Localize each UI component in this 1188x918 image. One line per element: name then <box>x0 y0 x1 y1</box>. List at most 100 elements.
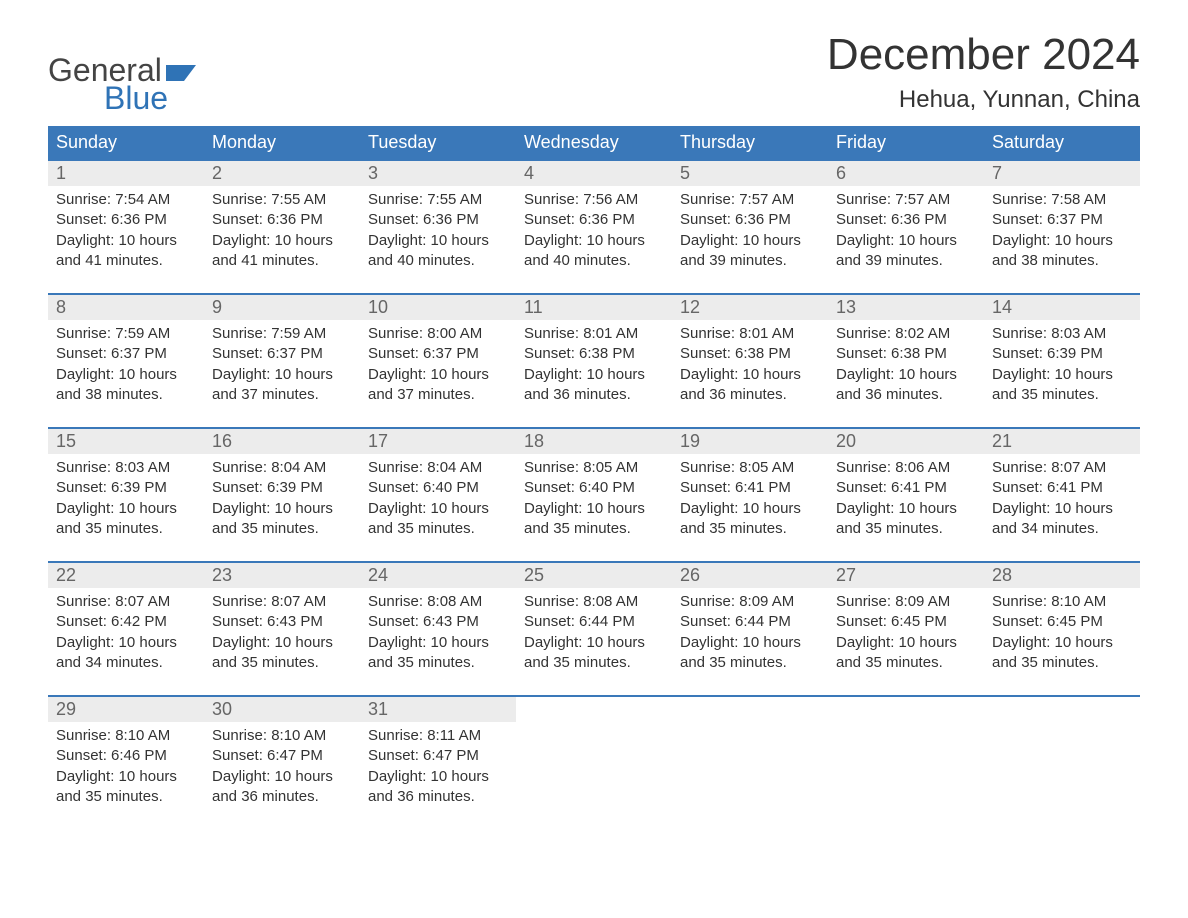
daylight-line: Daylight: 10 hours and 35 minutes. <box>56 499 196 540</box>
sunrise-line: Sunrise: 8:07 AM <box>992 458 1132 478</box>
weekday-header: Thursday <box>672 126 828 159</box>
daylight-line: Daylight: 10 hours and 38 minutes. <box>56 365 196 406</box>
header: General Blue December 2024 Hehua, Yunnan… <box>48 30 1140 114</box>
daylight-line: Daylight: 10 hours and 40 minutes. <box>368 231 508 272</box>
sunset-line: Sunset: 6:39 PM <box>992 344 1132 364</box>
sunset-line: Sunset: 6:37 PM <box>992 210 1132 230</box>
sunset-line: Sunset: 6:39 PM <box>212 478 352 498</box>
day-number: 17 <box>360 429 516 454</box>
calendar-day: 6Sunrise: 7:57 AMSunset: 6:36 PMDaylight… <box>828 161 984 279</box>
calendar: Sunday Monday Tuesday Wednesday Thursday… <box>48 126 1140 815</box>
daylight-line: Daylight: 10 hours and 34 minutes. <box>56 633 196 674</box>
day-details: Sunrise: 7:59 AMSunset: 6:37 PMDaylight:… <box>48 320 204 413</box>
logo: General Blue <box>48 54 196 114</box>
day-number: 27 <box>828 563 984 588</box>
daylight-line: Daylight: 10 hours and 36 minutes. <box>836 365 976 406</box>
day-details: Sunrise: 7:55 AMSunset: 6:36 PMDaylight:… <box>360 186 516 279</box>
calendar-day: 19Sunrise: 8:05 AMSunset: 6:41 PMDayligh… <box>672 429 828 547</box>
sunrise-line: Sunrise: 7:55 AM <box>368 190 508 210</box>
sunrise-line: Sunrise: 7:56 AM <box>524 190 664 210</box>
sunrise-line: Sunrise: 8:05 AM <box>524 458 664 478</box>
weekday-header: Wednesday <box>516 126 672 159</box>
day-number: 25 <box>516 563 672 588</box>
calendar-day <box>672 697 828 815</box>
calendar-day: 8Sunrise: 7:59 AMSunset: 6:37 PMDaylight… <box>48 295 204 413</box>
calendar-day: 21Sunrise: 8:07 AMSunset: 6:41 PMDayligh… <box>984 429 1140 547</box>
day-details: Sunrise: 8:04 AMSunset: 6:39 PMDaylight:… <box>204 454 360 547</box>
calendar-day: 26Sunrise: 8:09 AMSunset: 6:44 PMDayligh… <box>672 563 828 681</box>
daylight-line: Daylight: 10 hours and 36 minutes. <box>524 365 664 406</box>
day-details: Sunrise: 8:05 AMSunset: 6:41 PMDaylight:… <box>672 454 828 547</box>
calendar-day <box>984 697 1140 815</box>
calendar-header-row: Sunday Monday Tuesday Wednesday Thursday… <box>48 126 1140 159</box>
sunset-line: Sunset: 6:36 PM <box>680 210 820 230</box>
sunset-line: Sunset: 6:41 PM <box>836 478 976 498</box>
sunset-line: Sunset: 6:47 PM <box>212 746 352 766</box>
sunrise-line: Sunrise: 8:11 AM <box>368 726 508 746</box>
day-number: 13 <box>828 295 984 320</box>
daylight-line: Daylight: 10 hours and 35 minutes. <box>992 365 1132 406</box>
calendar-day: 12Sunrise: 8:01 AMSunset: 6:38 PMDayligh… <box>672 295 828 413</box>
location-subtitle: Hehua, Yunnan, China <box>827 86 1140 114</box>
day-number: 4 <box>516 161 672 186</box>
day-number: 20 <box>828 429 984 454</box>
sunrise-line: Sunrise: 8:10 AM <box>56 726 196 746</box>
calendar-day: 22Sunrise: 8:07 AMSunset: 6:42 PMDayligh… <box>48 563 204 681</box>
sunset-line: Sunset: 6:38 PM <box>680 344 820 364</box>
day-details: Sunrise: 7:56 AMSunset: 6:36 PMDaylight:… <box>516 186 672 279</box>
day-details: Sunrise: 7:55 AMSunset: 6:36 PMDaylight:… <box>204 186 360 279</box>
sunset-line: Sunset: 6:36 PM <box>524 210 664 230</box>
daylight-line: Daylight: 10 hours and 35 minutes. <box>524 633 664 674</box>
calendar-day: 18Sunrise: 8:05 AMSunset: 6:40 PMDayligh… <box>516 429 672 547</box>
sunrise-line: Sunrise: 8:09 AM <box>836 592 976 612</box>
sunset-line: Sunset: 6:44 PM <box>680 612 820 632</box>
daylight-line: Daylight: 10 hours and 39 minutes. <box>836 231 976 272</box>
daylight-line: Daylight: 10 hours and 36 minutes. <box>680 365 820 406</box>
day-number: 24 <box>360 563 516 588</box>
daylight-line: Daylight: 10 hours and 34 minutes. <box>992 499 1132 540</box>
sunrise-line: Sunrise: 8:03 AM <box>56 458 196 478</box>
day-number: 26 <box>672 563 828 588</box>
sunrise-line: Sunrise: 8:08 AM <box>524 592 664 612</box>
day-number: 15 <box>48 429 204 454</box>
calendar-day: 10Sunrise: 8:00 AMSunset: 6:37 PMDayligh… <box>360 295 516 413</box>
daylight-line: Daylight: 10 hours and 41 minutes. <box>212 231 352 272</box>
day-details: Sunrise: 7:58 AMSunset: 6:37 PMDaylight:… <box>984 186 1140 279</box>
sunrise-line: Sunrise: 8:09 AM <box>680 592 820 612</box>
day-number: 28 <box>984 563 1140 588</box>
day-number: 3 <box>360 161 516 186</box>
calendar-day: 17Sunrise: 8:04 AMSunset: 6:40 PMDayligh… <box>360 429 516 547</box>
weekday-header: Saturday <box>984 126 1140 159</box>
sunset-line: Sunset: 6:43 PM <box>212 612 352 632</box>
calendar-day: 16Sunrise: 8:04 AMSunset: 6:39 PMDayligh… <box>204 429 360 547</box>
sunrise-line: Sunrise: 7:57 AM <box>680 190 820 210</box>
sunset-line: Sunset: 6:45 PM <box>836 612 976 632</box>
day-number: 11 <box>516 295 672 320</box>
sunset-line: Sunset: 6:37 PM <box>56 344 196 364</box>
weekday-header: Monday <box>204 126 360 159</box>
day-number: 18 <box>516 429 672 454</box>
day-number: 14 <box>984 295 1140 320</box>
daylight-line: Daylight: 10 hours and 35 minutes. <box>212 499 352 540</box>
calendar-day: 4Sunrise: 7:56 AMSunset: 6:36 PMDaylight… <box>516 161 672 279</box>
day-details: Sunrise: 8:06 AMSunset: 6:41 PMDaylight:… <box>828 454 984 547</box>
sunset-line: Sunset: 6:37 PM <box>368 344 508 364</box>
calendar-day <box>516 697 672 815</box>
weekday-header: Sunday <box>48 126 204 159</box>
calendar-day: 30Sunrise: 8:10 AMSunset: 6:47 PMDayligh… <box>204 697 360 815</box>
sunrise-line: Sunrise: 7:59 AM <box>56 324 196 344</box>
day-number: 2 <box>204 161 360 186</box>
calendar-day: 15Sunrise: 8:03 AMSunset: 6:39 PMDayligh… <box>48 429 204 547</box>
day-number: 9 <box>204 295 360 320</box>
day-details: Sunrise: 8:01 AMSunset: 6:38 PMDaylight:… <box>516 320 672 413</box>
day-number: 16 <box>204 429 360 454</box>
daylight-line: Daylight: 10 hours and 38 minutes. <box>992 231 1132 272</box>
day-details: Sunrise: 7:57 AMSunset: 6:36 PMDaylight:… <box>672 186 828 279</box>
day-details: Sunrise: 7:54 AMSunset: 6:36 PMDaylight:… <box>48 186 204 279</box>
day-number: 7 <box>984 161 1140 186</box>
calendar-day: 7Sunrise: 7:58 AMSunset: 6:37 PMDaylight… <box>984 161 1140 279</box>
day-number: 8 <box>48 295 204 320</box>
day-number: 1 <box>48 161 204 186</box>
sunrise-line: Sunrise: 8:01 AM <box>680 324 820 344</box>
calendar-week: 1Sunrise: 7:54 AMSunset: 6:36 PMDaylight… <box>48 159 1140 279</box>
